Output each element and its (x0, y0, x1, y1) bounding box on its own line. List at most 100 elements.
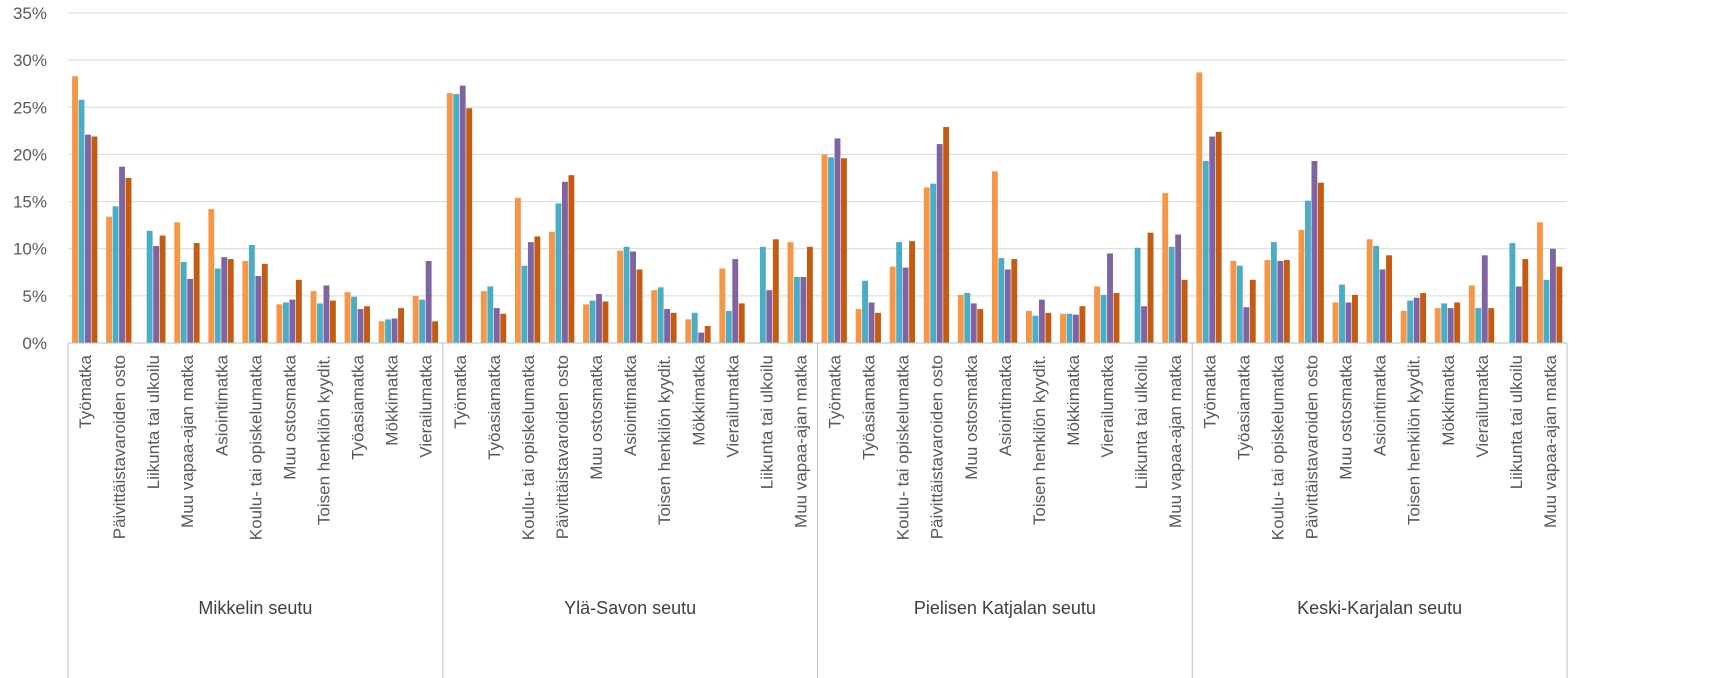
bar (1004, 269, 1011, 343)
bar (1277, 260, 1284, 343)
bar (295, 279, 302, 343)
category-label: Päivittäistavaroiden osto (1302, 355, 1321, 539)
category-label: Liikunta tai ulkoilu (1507, 355, 1526, 489)
category-label: Muu ostosmatka (962, 354, 981, 479)
bar (391, 318, 398, 343)
bar (772, 239, 779, 343)
bar (1420, 293, 1427, 343)
bar (459, 85, 466, 343)
bar (227, 259, 234, 343)
bar (1094, 286, 1100, 343)
bar (1202, 161, 1209, 343)
category-label: Toisen henkilön kyydit. (315, 355, 334, 525)
bar (787, 242, 794, 343)
category-label: Työmatka (451, 354, 470, 428)
bar (936, 144, 943, 343)
bar (1413, 297, 1420, 343)
bar (248, 244, 255, 343)
category-label: Mökkimatka (1064, 354, 1083, 445)
category-label: Muu ostosmatka (1337, 354, 1356, 479)
category-label: Muu vapaa-ajan matka (1541, 354, 1560, 527)
bar (1073, 314, 1079, 343)
bar (998, 258, 1005, 343)
bar (909, 241, 916, 343)
bar (1400, 310, 1407, 343)
bar (868, 302, 875, 343)
y-axis: 0% 5% 10% 15% 20% 25% 30% 35% (13, 4, 47, 353)
bar (766, 290, 773, 343)
bar (91, 136, 98, 343)
category-label: Vierailumatka (1473, 354, 1492, 457)
bar (1549, 248, 1556, 343)
bar (651, 290, 658, 343)
bar (425, 260, 432, 343)
bar (800, 277, 807, 343)
bar (1079, 306, 1086, 343)
bar (500, 313, 507, 343)
bar (1168, 246, 1175, 343)
bar (1379, 269, 1386, 343)
bar (691, 312, 698, 343)
category-label: Toisen henkilön kyydit. (1405, 355, 1424, 525)
gridlines (68, 12, 1567, 297)
bar (1537, 222, 1543, 343)
category-label: Työasiamatka (1234, 354, 1253, 459)
bar (923, 187, 930, 343)
bar (1011, 259, 1018, 343)
bar (1407, 300, 1414, 343)
bar (310, 291, 317, 343)
bar (221, 257, 228, 343)
bar (1345, 302, 1352, 343)
bar (1066, 313, 1073, 343)
bar (1556, 266, 1563, 343)
bar (828, 157, 834, 343)
bar (1317, 182, 1324, 343)
bar (329, 300, 336, 343)
bar (930, 183, 937, 343)
bar (1366, 239, 1373, 343)
category-label: Asiointimatka (212, 354, 231, 456)
y-tick-label: 30% (13, 51, 47, 70)
bar (636, 269, 643, 343)
y-tick-label: 0% (22, 334, 47, 353)
bar (889, 266, 896, 343)
category-label: Asiointimatka (621, 354, 640, 456)
bar (1209, 136, 1216, 343)
bar (1454, 302, 1461, 343)
category-label: Liikunta tai ulkoilu (757, 355, 776, 489)
bar (793, 277, 800, 343)
category-label: Työmatka (76, 354, 95, 428)
bar (534, 236, 541, 343)
bar (112, 206, 119, 343)
bar (106, 216, 113, 343)
bar (617, 250, 624, 343)
bar (1434, 308, 1441, 343)
bar (1475, 308, 1482, 343)
category-label: Päivittäistavaroiden osto (928, 355, 947, 539)
bar (1175, 234, 1182, 343)
bar (344, 292, 351, 343)
bar (862, 280, 868, 343)
bar (466, 108, 473, 343)
bar (1311, 161, 1318, 343)
bar (943, 127, 950, 343)
bar (1373, 245, 1380, 343)
category-label: Toisen henkilön kyydit. (1030, 355, 1049, 525)
bar (875, 312, 881, 343)
group-label: Pielisen Katjalan seutu (914, 598, 1096, 618)
bar (602, 301, 609, 343)
bar (493, 308, 500, 343)
bar (855, 309, 862, 343)
bar (412, 295, 419, 343)
bar (282, 302, 289, 343)
bar (514, 197, 521, 343)
bar (1230, 260, 1237, 343)
bar (583, 304, 589, 343)
bar (568, 175, 575, 343)
bar (125, 178, 132, 343)
bar (1305, 200, 1311, 343)
bar (1488, 308, 1495, 343)
y-tick-label: 5% (22, 287, 47, 306)
bar (1060, 313, 1066, 343)
y-tick-label: 20% (13, 145, 47, 164)
